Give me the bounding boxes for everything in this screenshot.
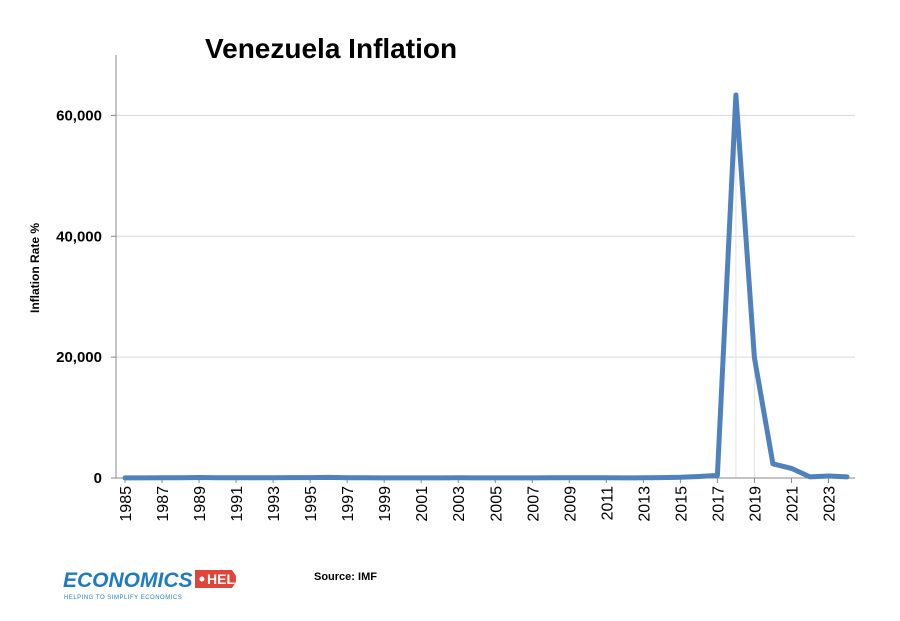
x-tick-label: 1993 — [266, 486, 283, 522]
x-tick-label: 2009 — [562, 486, 579, 522]
series-layer — [122, 92, 850, 481]
logo-word: ECONOMICS — [63, 569, 193, 592]
logo-tagline: HELPING TO SIMPLIFY ECONOMICS — [64, 595, 182, 601]
x-tick-label: 2007 — [525, 486, 542, 522]
source-note: Source: IMF — [314, 571, 377, 583]
chart-title: Venezuela Inflation — [205, 33, 457, 64]
y-tick-label: 20,000 — [56, 349, 102, 366]
economics-help-logo[interactable]: ECONOMICS HELP HELPING TO SIMPLIFY ECONO… — [63, 569, 244, 601]
y-axis-label: Inflation Rate % — [28, 223, 42, 313]
x-tick-label: 2003 — [451, 486, 468, 522]
x-tick-label: 1999 — [377, 486, 394, 522]
x-tick-label: 2023 — [821, 486, 838, 522]
x-tick-label: 2011 — [599, 486, 616, 521]
axes — [115, 55, 855, 479]
y-tick-label: 0 — [94, 470, 102, 487]
y-tick-label: 40,000 — [56, 228, 102, 245]
x-tick-label: 2015 — [673, 486, 690, 522]
x-tick-label: 1991 — [229, 486, 246, 522]
series-line — [122, 92, 850, 481]
x-tick-label: 2013 — [636, 486, 653, 522]
x-tick-label: 1997 — [340, 486, 357, 522]
y-tick-label: 60,000 — [56, 107, 102, 124]
help-tag-icon — [195, 570, 238, 588]
y-tick-labels: 0 20,000 40,000 60,000 — [56, 107, 116, 487]
x-tick-labels: 1985 1987 1989 1991 1993 1995 1997 1999 2001 2003… — [118, 478, 838, 522]
x-tick-label: 2021 — [784, 486, 801, 522]
x-tick-label: 2005 — [488, 486, 505, 522]
x-tick-label: 1985 — [118, 486, 135, 522]
x-tick-label: 1989 — [192, 486, 209, 522]
logo-badge: HELP — [207, 571, 244, 587]
x-tick-label: 2001 — [414, 486, 431, 522]
x-tick-label: 1995 — [303, 486, 320, 522]
x-tick-label: 1987 — [155, 486, 172, 522]
tag-hole-icon — [199, 576, 205, 582]
grid-lines — [116, 95, 855, 478]
x-tick-label: 2017 — [710, 486, 727, 522]
x-tick-label: 2019 — [747, 486, 764, 522]
